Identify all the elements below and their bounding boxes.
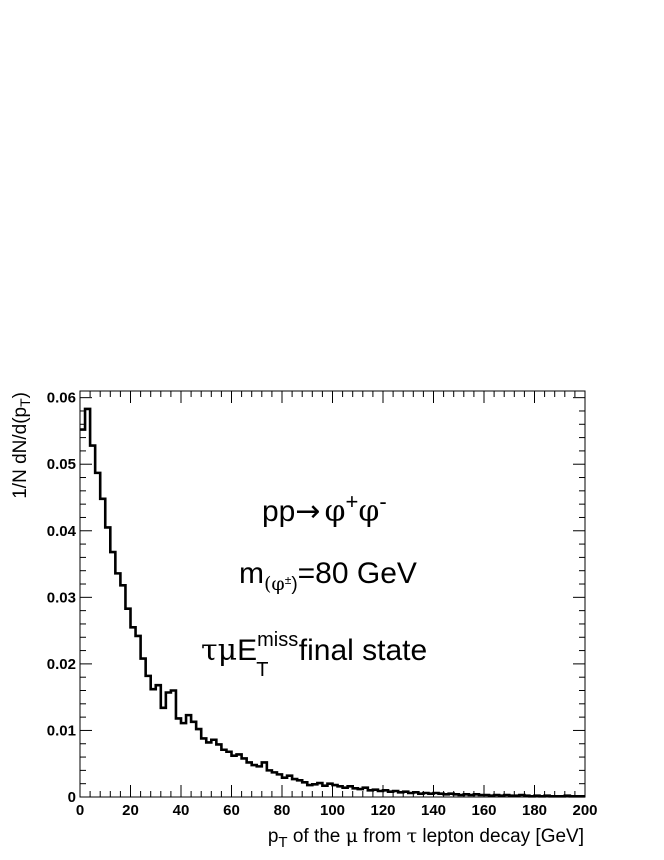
annotation-process: pp→ φ+φ- bbox=[262, 489, 387, 530]
y-tick-label: 0.06 bbox=[47, 390, 76, 407]
x-tick-label: 80 bbox=[274, 802, 291, 819]
annotation-mass: m(φ±)=80 GeV bbox=[239, 557, 417, 595]
annotation-final-state: τμEmiss T final state bbox=[201, 629, 427, 681]
x-tick-label: 200 bbox=[572, 802, 597, 819]
y-axis-title: 1/N dN/d(pT) bbox=[10, 392, 33, 499]
x-tick-label: 100 bbox=[320, 802, 345, 819]
x-tick-label: 0 bbox=[76, 802, 84, 819]
y-tick-label: 0.03 bbox=[47, 589, 76, 606]
x-tick-label: 40 bbox=[173, 802, 190, 819]
x-tick-label: 20 bbox=[122, 802, 139, 819]
y-tick-label: 0.01 bbox=[47, 722, 76, 739]
x-tick-label: 60 bbox=[223, 802, 240, 819]
y-tick-label: 0.05 bbox=[47, 456, 76, 473]
y-tick-labels: 0 0.01 0.02 0.03 0.04 0.05 0.06 bbox=[47, 390, 77, 806]
x-tick-label: 120 bbox=[370, 802, 395, 819]
y-tick-label: 0 bbox=[68, 789, 76, 806]
x-tick-label: 140 bbox=[421, 802, 446, 819]
x-axis-title: pT of the μ from τ lepton decay [GeV] bbox=[268, 825, 584, 851]
x-tick-label: 180 bbox=[522, 802, 547, 819]
x-tick-label: 160 bbox=[471, 802, 496, 819]
histogram-series-line bbox=[80, 407, 585, 798]
y-tick-label: 0.02 bbox=[47, 656, 76, 673]
x-tick-labels: 0 20 40 60 80 100 120 140 160 180 200 bbox=[76, 802, 598, 819]
axis-ticks bbox=[79, 391, 586, 798]
y-tick-label: 0.04 bbox=[47, 523, 77, 540]
